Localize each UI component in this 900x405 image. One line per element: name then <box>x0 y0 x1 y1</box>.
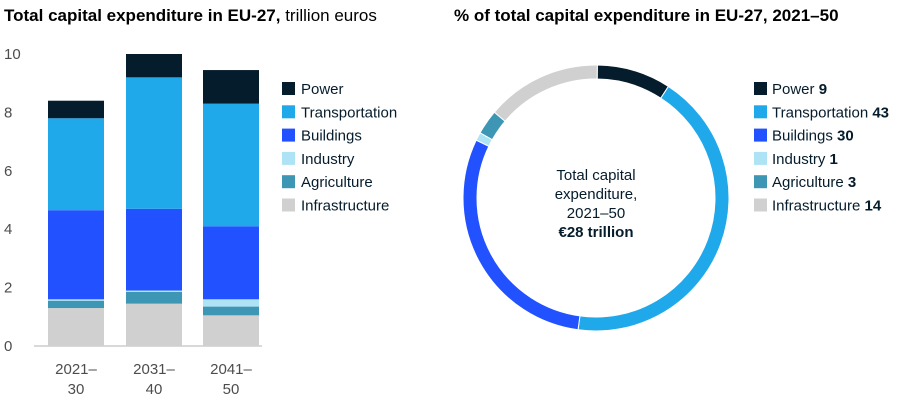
bar-segment-infrastructure-2031-40 <box>126 303 182 346</box>
bar-segment-transportation-2021-30 <box>48 118 104 211</box>
donut-legend-swatch-agriculture <box>754 175 767 189</box>
donut-legend-swatch-industry <box>754 151 767 165</box>
bar-segment-industry-2031-40 <box>126 290 182 292</box>
legend-swatch-infrastructure <box>282 198 295 212</box>
bar-segment-agriculture-2041-50 <box>203 306 259 316</box>
bar-segment-industry-2021-30 <box>48 299 104 301</box>
donut-legend-swatch-buildings <box>754 128 767 142</box>
donut-legend-value-power: 9 <box>819 81 827 98</box>
donut-legend-value-buildings: 30 <box>837 128 854 145</box>
legend-label-buildings: Buildings <box>301 128 362 145</box>
y-tick-label-8: 8 <box>4 104 12 121</box>
donut-legend-value-agriculture: 3 <box>848 174 856 191</box>
bar-segment-transportation-2041-50 <box>203 103 259 227</box>
legend-label-industry: Industry <box>301 151 355 168</box>
donut-legend-label-industry: Industry 1 <box>772 151 838 168</box>
bar-chart-title: Total capital expenditure in EU-27, tril… <box>4 6 377 25</box>
donut-legend-swatch-power <box>754 82 767 95</box>
donut-legend-label-agriculture: Agriculture 3 <box>772 174 856 191</box>
donut-legend-label-transportation: Transportation 43 <box>772 104 889 121</box>
bar-segment-power-2031-40 <box>126 54 182 78</box>
bar-segment-transportation-2031-40 <box>126 77 182 209</box>
legend-label-infrastructure: Infrastructure <box>301 198 389 215</box>
donut-center-label-line3: 2021–50 <box>567 205 625 222</box>
bar-segment-agriculture-2021-30 <box>48 300 104 309</box>
y-tick-label-6: 6 <box>4 163 12 180</box>
y-tick-label-2: 2 <box>4 280 12 297</box>
x-tick-label-2041-50-line1: 2041– <box>210 361 252 378</box>
x-tick-label-2041-50-line2: 50 <box>223 381 240 398</box>
bar-segment-buildings-2021-30 <box>48 210 104 300</box>
bar-segment-power-2041-50 <box>203 70 259 104</box>
x-tick-label-2031-40-line2: 40 <box>146 381 163 398</box>
donut-legend-swatch-infrastructure <box>754 198 767 212</box>
donut-slice-power <box>596 64 670 99</box>
legend-swatch-industry <box>282 151 295 165</box>
bar-segment-agriculture-2031-40 <box>126 291 182 304</box>
donut-center-label-line2: expenditure, <box>555 186 638 203</box>
bar-segment-infrastructure-2021-30 <box>48 308 104 346</box>
y-tick-label-0: 0 <box>4 338 12 355</box>
legend-label-transportation: Transportation <box>301 104 397 121</box>
x-tick-label-2021-30-line2: 30 <box>68 381 85 398</box>
donut-center-value: €28 trillion <box>558 224 633 241</box>
bar-segment-power-2021-30 <box>48 100 104 119</box>
donut-legend-value-infrastructure: 14 <box>865 198 882 215</box>
donut-legend-label-buildings: Buildings 30 <box>772 128 854 145</box>
y-tick-label-10: 10 <box>4 46 21 63</box>
legend-label-power: Power <box>301 81 344 98</box>
bar-segment-buildings-2041-50 <box>203 226 259 300</box>
legend-swatch-transportation <box>282 105 295 119</box>
donut-legend-value-industry: 1 <box>830 151 838 168</box>
donut-chart-title: % of total capital expenditure in EU-27,… <box>454 6 839 25</box>
donut-legend-label-power: Power 9 <box>772 81 827 98</box>
bar-segment-buildings-2031-40 <box>126 208 182 291</box>
y-tick-label-4: 4 <box>4 221 12 238</box>
bar-segment-infrastructure-2041-50 <box>203 315 259 346</box>
donut-legend-value-transportation: 43 <box>872 104 889 121</box>
legend-swatch-agriculture <box>282 175 295 189</box>
donut-center-label-line1: Total capital <box>556 167 635 184</box>
x-tick-label-2031-40-line1: 2031– <box>133 361 175 378</box>
bar-segment-industry-2041-50 <box>203 299 259 307</box>
donut-slice-infrastructure <box>493 64 598 122</box>
legend-swatch-power <box>282 82 295 95</box>
donut-legend-label-infrastructure: Infrastructure 14 <box>772 198 882 215</box>
donut-legend-swatch-transportation <box>754 105 767 119</box>
x-tick-label-2021-30-line1: 2021– <box>55 361 97 378</box>
legend-swatch-buildings <box>282 128 295 142</box>
legend-label-agriculture: Agriculture <box>301 174 373 191</box>
